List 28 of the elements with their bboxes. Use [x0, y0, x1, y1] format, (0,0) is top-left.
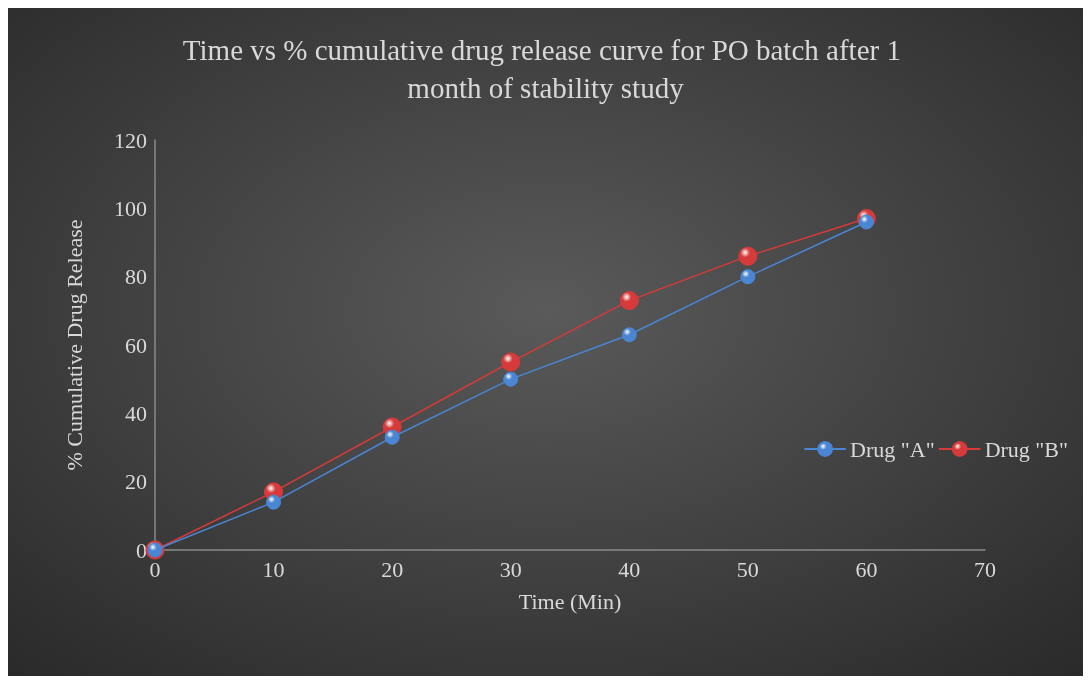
y-tick-label: 40: [125, 400, 147, 426]
legend-label: Drug "A": [850, 436, 935, 462]
x-tick-label: 50: [736, 556, 759, 582]
point: [740, 269, 756, 285]
point: [384, 429, 400, 445]
x-tick-label: 20: [381, 556, 404, 582]
y-tick-label: 0: [136, 537, 147, 563]
legend-label: Drug "B": [984, 436, 1069, 462]
point: [621, 327, 637, 343]
y-tick-label: 80: [125, 264, 147, 290]
x-tick-label: 70: [974, 556, 996, 582]
y-axis-title: % Cumulative Drug Release: [61, 219, 87, 471]
y-tick-label: 120: [114, 127, 147, 153]
x-axis-title: Time (Min): [518, 588, 622, 614]
point: [501, 352, 521, 372]
point: [266, 494, 282, 510]
chart-title: Time vs % cumulative drug release curve for PO batch after 1 month of stability study: [182, 34, 909, 104]
x-tick-label: 30: [499, 556, 522, 582]
y-tick-label: 20: [125, 469, 147, 495]
point: [619, 291, 639, 311]
point: [503, 371, 519, 387]
point: [858, 214, 874, 230]
x-tick-label: 10: [262, 556, 285, 582]
x-tick-label: 40: [618, 556, 641, 582]
y-tick-label: 100: [114, 195, 147, 221]
y-tick-label: 60: [125, 332, 147, 358]
x-tick-label: 60: [855, 556, 878, 582]
point: [738, 246, 758, 266]
